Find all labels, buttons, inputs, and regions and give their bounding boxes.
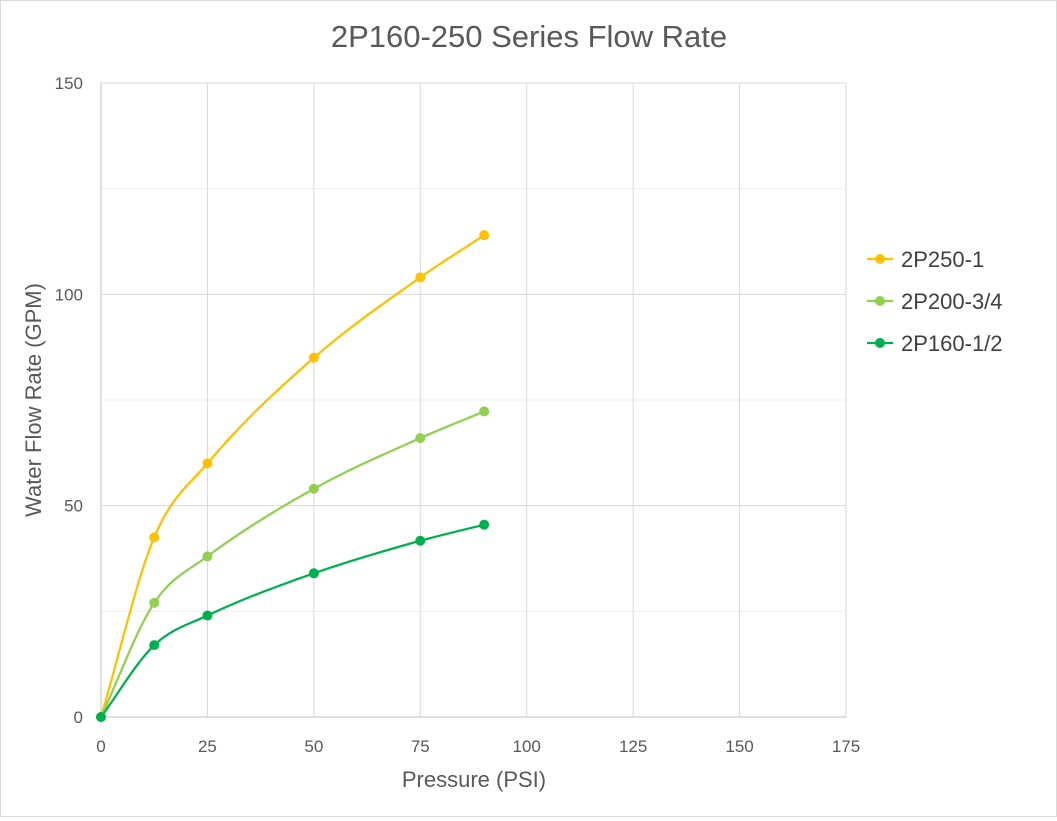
chart-title: 2P160-250 Series Flow Rate — [331, 19, 727, 54]
legend-label-2: 2P200-3/4 — [901, 289, 1003, 314]
data-point — [308, 568, 319, 579]
data-point — [308, 352, 319, 363]
data-point — [149, 640, 160, 651]
x-axis-title: Pressure (PSI) — [402, 767, 546, 792]
data-point — [479, 519, 490, 530]
data-point — [479, 230, 490, 241]
data-point — [479, 406, 490, 417]
y-tick-label: 50 — [64, 497, 83, 516]
x-tick-label: 150 — [725, 737, 753, 756]
series-line-3 — [100, 523, 485, 718]
data-point — [149, 597, 160, 608]
legend: 2P250-1 2P200-3/4 2P160-1/2 — [867, 247, 1003, 356]
x-tick-label: 75 — [411, 737, 430, 756]
x-tick-label: 50 — [304, 737, 323, 756]
series-line-2 — [99, 410, 485, 718]
x-tick-label: 125 — [619, 737, 647, 756]
data-point — [415, 535, 426, 546]
data-point — [202, 551, 213, 562]
legend-label-1: 2P250-1 — [901, 247, 984, 272]
y-tick-label: 150 — [55, 74, 83, 93]
x-tick-label: 100 — [513, 737, 541, 756]
gridlines — [101, 82, 847, 717]
legend-marker-3 — [875, 338, 885, 348]
x-tick-label: 25 — [198, 737, 217, 756]
data-point — [202, 610, 213, 621]
x-tick-label: 0 — [96, 737, 105, 756]
data-point — [415, 272, 426, 283]
series-points — [96, 230, 490, 722]
data-point — [415, 433, 426, 444]
tick-labels: 0 25 50 75 100 125 150 175 0 50 100 150 — [55, 74, 861, 756]
axes — [100, 83, 846, 718]
y-tick-label: 0 — [74, 708, 83, 727]
data-point — [96, 712, 106, 722]
data-point — [308, 483, 319, 494]
data-point — [202, 458, 213, 469]
legend-marker-1 — [875, 254, 885, 264]
data-point — [149, 532, 160, 543]
legend-marker-2 — [875, 296, 885, 306]
y-tick-label: 100 — [55, 285, 83, 304]
legend-label-3: 2P160-1/2 — [901, 331, 1003, 356]
y-axis-title: Water Flow Rate (GPM) — [21, 283, 46, 517]
x-tick-label: 175 — [832, 737, 860, 756]
